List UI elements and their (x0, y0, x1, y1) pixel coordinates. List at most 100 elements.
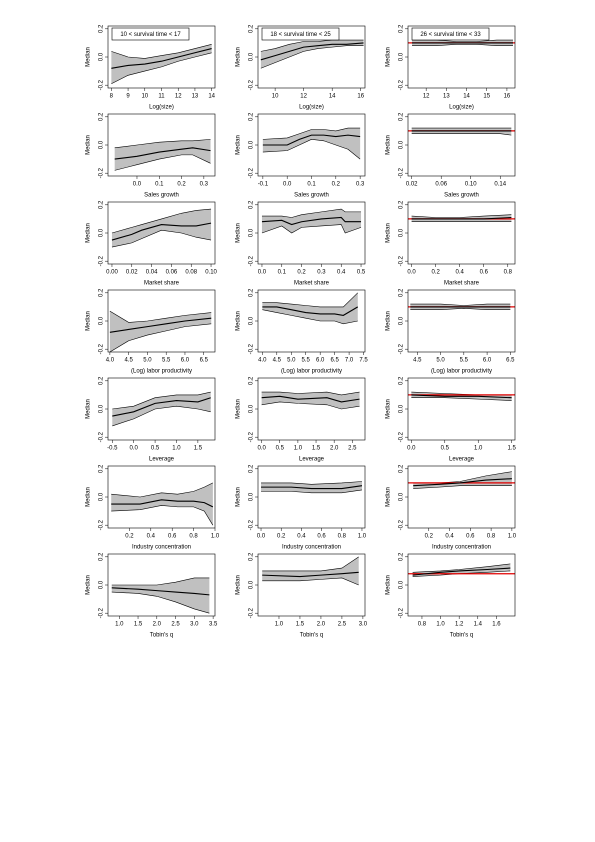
title-box (411, 27, 490, 41)
y-tick-label: 0.2 (99, 288, 105, 297)
title-box (111, 27, 190, 41)
x-tick-label: 0.6 (168, 534, 177, 540)
y-axis-label: Median (86, 575, 92, 595)
y-tick-label: 0.2 (99, 24, 105, 33)
band-fill (111, 577, 210, 614)
x-tick-label: 12 (423, 94, 430, 100)
x-axis-label: Log(size) (449, 105, 474, 111)
x-tick-label: 6.0 (316, 358, 325, 364)
x-tick-label: 0.2 (425, 534, 434, 540)
median-line (114, 147, 211, 160)
x-tick-label: 0.2 (177, 182, 186, 188)
median-line (111, 499, 214, 508)
y-tick-label: 0.2 (249, 552, 255, 561)
x-axis-label: Log(size) (149, 105, 174, 111)
y-tick-label: -0.2 (249, 79, 255, 90)
x-axis-label: Sales growth (444, 193, 479, 199)
plot-box (407, 377, 516, 441)
y-tick-label: -0.2 (249, 167, 255, 178)
y-tick-label: -0.2 (99, 607, 105, 618)
median-line (109, 317, 212, 333)
x-axis-label: Market share (144, 281, 180, 287)
x-tick-label: -0.1 (258, 182, 269, 188)
y-tick-label: 0.0 (249, 140, 255, 149)
x-tick-label: 0.5 (441, 446, 450, 452)
x-tick-label: 0.0 (257, 534, 266, 540)
band-fill (261, 209, 362, 233)
x-tick-label: 0.10 (465, 182, 477, 188)
x-axis-label: Leverage (299, 457, 325, 463)
y-tick-label: -0.2 (99, 343, 105, 354)
median-line (262, 134, 361, 146)
x-tick-label: 0.3 (317, 270, 326, 276)
y-tick-label: 0.0 (249, 316, 255, 325)
y-tick-label: 0.0 (399, 316, 405, 325)
band-upper (410, 303, 511, 306)
x-axis-label: Tobin's q (150, 633, 174, 639)
band-fill (111, 482, 213, 526)
band-lower (262, 309, 358, 325)
band-fill (109, 311, 212, 352)
x-tick-label: 4.0 (106, 358, 115, 364)
x-tick-label: 2.0 (317, 622, 326, 628)
band-upper (109, 310, 212, 323)
y-tick-label: -0.2 (399, 167, 405, 178)
x-tick-label: 1.0 (211, 534, 220, 540)
band-upper (262, 292, 358, 308)
x-axis-label: Tobin's q (300, 633, 324, 639)
x-tick-label: 10 (141, 94, 148, 100)
y-tick-label: 0.0 (249, 228, 255, 237)
x-tick-label: 14 (463, 94, 470, 100)
x-tick-label: 5.5 (302, 358, 311, 364)
x-tick-label: 0.8 (189, 534, 198, 540)
x-tick-label: 0.2 (332, 182, 341, 188)
x-axis-label: Market share (294, 281, 330, 287)
y-tick-label: 0.0 (99, 140, 105, 149)
x-tick-label: 0.3 (200, 182, 209, 188)
y-tick-label: 0.2 (399, 376, 405, 385)
x-tick-label: 1.4 (474, 622, 483, 628)
y-tick-label: 0.2 (399, 552, 405, 561)
median-line (262, 571, 359, 578)
y-axis-label: Median (236, 47, 242, 67)
y-tick-label: -0.2 (99, 431, 105, 442)
x-tick-label: 0.0 (283, 182, 292, 188)
x-tick-label: 0.4 (337, 270, 346, 276)
band-fill (262, 128, 361, 160)
x-tick-label: 3.0 (359, 622, 368, 628)
x-tick-label: 13 (443, 94, 450, 100)
y-tick-label: 0.0 (399, 140, 405, 149)
x-tick-label: 2.0 (153, 622, 162, 628)
y-axis-label: Median (386, 135, 392, 155)
x-tick-label: 0.06 (166, 270, 178, 276)
x-axis-label: Sales growth (294, 193, 329, 199)
x-tick-label: 14 (208, 94, 215, 100)
x-tick-label: 8 (110, 94, 114, 100)
y-tick-label: 0.2 (99, 376, 105, 385)
y-tick-label: 0.2 (249, 200, 255, 209)
band-lower (111, 229, 212, 248)
median-line (261, 395, 360, 403)
x-tick-label: 0.2 (297, 270, 306, 276)
y-tick-label: 0.0 (249, 52, 255, 61)
y-axis-label: Median (236, 223, 242, 243)
y-axis-label: Median (236, 575, 242, 595)
y-tick-label: 0.0 (99, 52, 105, 61)
x-tick-label: 1.0 (294, 446, 303, 452)
y-axis-label: Median (386, 399, 392, 419)
median-line (261, 485, 363, 490)
band-lower (111, 52, 212, 85)
y-tick-label: 0.2 (399, 288, 405, 297)
x-tick-label: 3.0 (190, 622, 199, 628)
band-lower (411, 397, 512, 401)
x-tick-label: 1.5 (134, 622, 143, 628)
y-axis-label: Median (236, 399, 242, 419)
median-line (111, 222, 212, 241)
band-lower (411, 133, 512, 136)
x-tick-label: 1.5 (312, 446, 321, 452)
y-tick-label: 0.2 (249, 112, 255, 121)
band-lower (262, 577, 359, 586)
band-upper (261, 481, 362, 485)
band-lower (260, 45, 364, 69)
